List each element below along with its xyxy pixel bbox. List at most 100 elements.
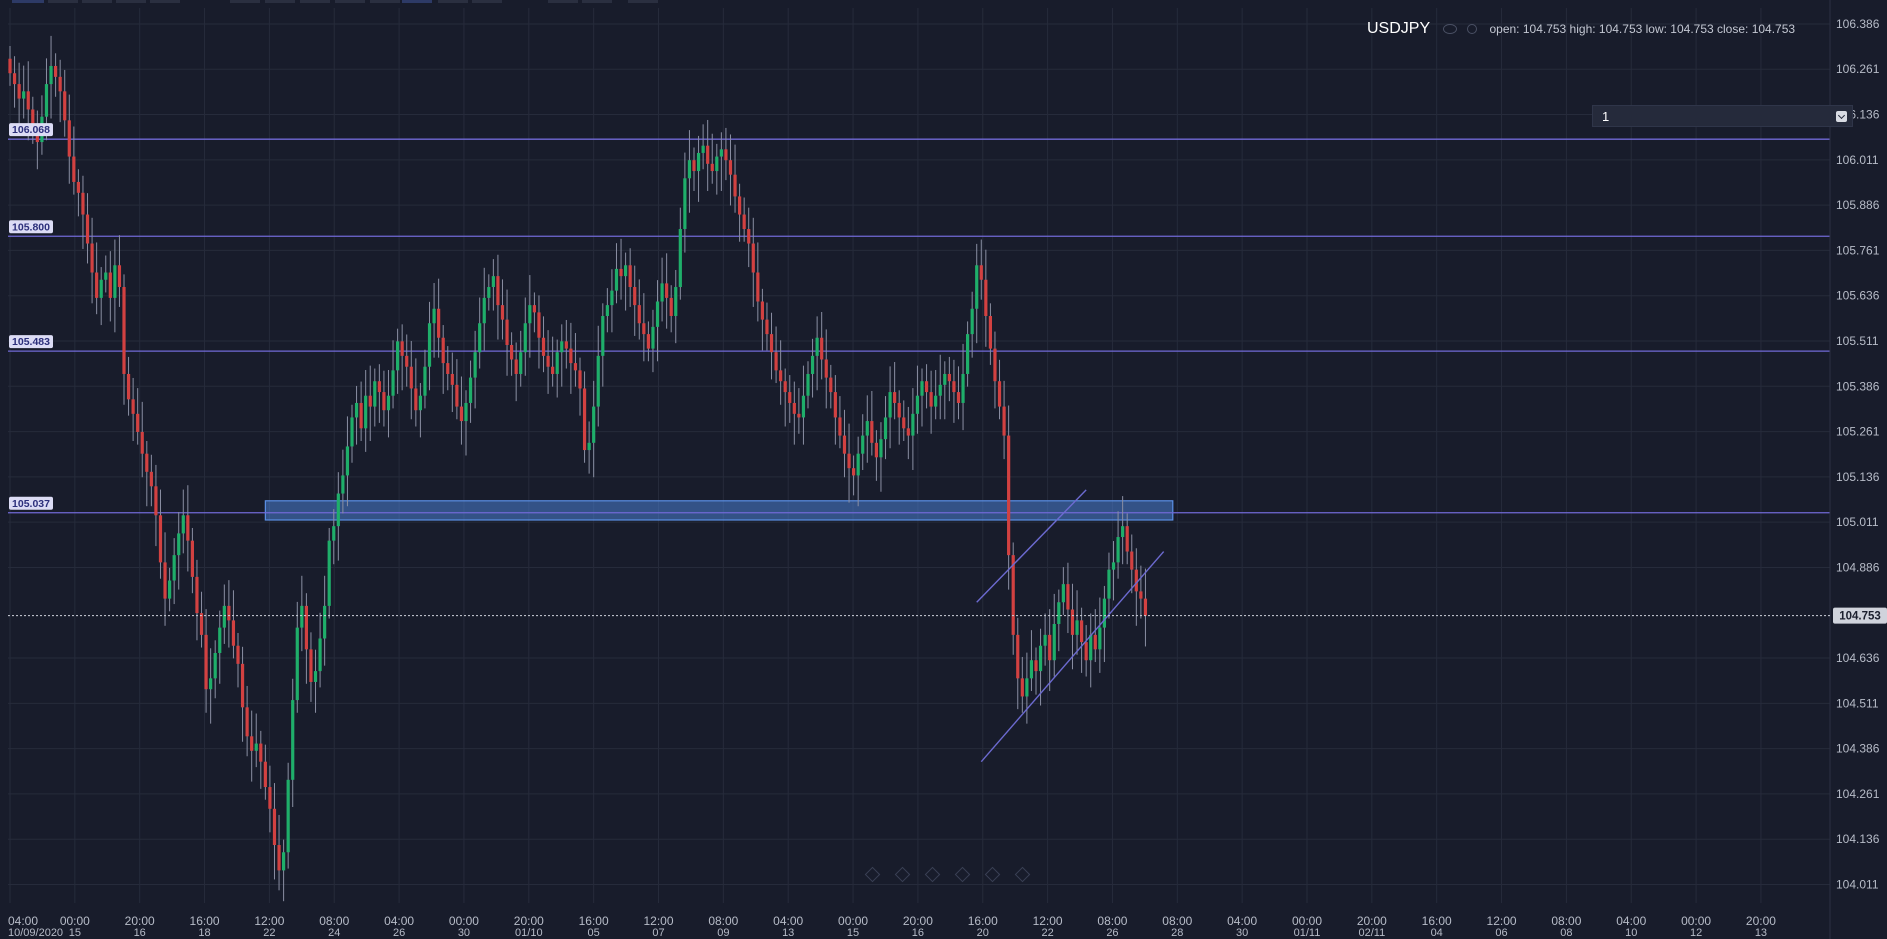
x-tick-date: 22	[1041, 927, 1053, 939]
x-tick-time: 04:00	[773, 914, 803, 928]
candle-body	[309, 649, 313, 682]
candle-body	[245, 707, 249, 737]
y-axis: 106.386106.261106.136106.011105.886105.7…	[1829, 0, 1880, 939]
candle-body	[1111, 562, 1116, 570]
candle-body	[423, 366, 427, 396]
current-price-bg	[1833, 607, 1887, 624]
candle-body	[915, 395, 920, 414]
candle-body	[756, 272, 760, 302]
trendline[interactable]	[980, 551, 1165, 763]
candle-body	[687, 160, 692, 179]
toolbar-tab[interactable]	[370, 0, 400, 3]
candle-body	[154, 486, 158, 516]
candle-body	[1043, 634, 1047, 646]
candle-body	[400, 341, 404, 356]
toolbar-tab[interactable]	[150, 0, 180, 3]
candle-body	[149, 471, 153, 487]
candle-body	[222, 605, 226, 628]
candle-body	[12, 73, 17, 85]
ohlc-readout: open: 104.753 high: 104.753 low: 104.753…	[1489, 22, 1796, 36]
eye-icon[interactable]	[1442, 24, 1457, 34]
y-tick-label: 105.886	[1836, 198, 1880, 212]
interval-select[interactable]: 1	[1592, 105, 1853, 127]
toolbar-tab[interactable]	[548, 0, 578, 3]
candle-body	[76, 181, 80, 193]
y-tick-label: 104.011	[1836, 878, 1879, 892]
settings-dot-icon[interactable]	[1467, 24, 1478, 34]
level-label: 105.037	[12, 498, 50, 510]
toolbar-tab[interactable]	[48, 0, 78, 3]
x-tick-date: 04	[1431, 927, 1443, 939]
x-tick-date: 30	[458, 927, 470, 939]
toolbar-tab[interactable]	[335, 0, 365, 3]
arrow-left-icon[interactable]	[864, 866, 881, 883]
candle-body	[1084, 642, 1088, 661]
candle-body	[272, 808, 277, 846]
toolbar-tab[interactable]	[230, 0, 260, 3]
candle-body	[870, 421, 874, 443]
candle-body	[136, 413, 140, 432]
candle-body	[706, 145, 710, 164]
candle-body	[382, 392, 386, 411]
x-tick-time: 16:00	[190, 914, 220, 928]
candle-body	[63, 91, 67, 121]
candle-body	[984, 279, 988, 316]
candle-body	[724, 149, 728, 161]
candle-body	[993, 348, 997, 382]
reset-icon[interactable]	[954, 866, 971, 883]
candle-body	[491, 276, 495, 288]
x-tick-date: 28	[1171, 927, 1183, 939]
candle-body	[459, 406, 464, 422]
candle-body	[213, 652, 217, 679]
candle-body	[1007, 435, 1011, 556]
toolbar-tab[interactable]	[82, 0, 112, 3]
candle-body	[1075, 620, 1079, 635]
candle-body	[546, 355, 550, 367]
x-tick-time: 00:00	[1292, 914, 1322, 928]
candle-body	[551, 366, 555, 374]
candle-body	[236, 645, 240, 664]
candle-body	[17, 84, 21, 99]
candle-body	[304, 605, 308, 650]
toolbar-tab[interactable]	[628, 0, 658, 3]
x-tick-date: 15	[69, 927, 81, 939]
candle-body	[774, 352, 778, 371]
trendline[interactable]	[976, 489, 1087, 603]
x-tick-date: 12	[1690, 927, 1702, 939]
refresh-icon[interactable]	[984, 866, 1001, 883]
y-tick-label: 105.011	[1836, 515, 1879, 529]
candle-body	[181, 515, 185, 534]
toolbar-tab[interactable]	[265, 0, 295, 3]
toolbar-tab[interactable]	[582, 0, 612, 3]
drawing-toolbox	[862, 866, 1032, 884]
toolbar-tab[interactable]	[402, 0, 432, 3]
chevron-down-icon[interactable]	[1836, 111, 1847, 122]
toolbar-tab[interactable]	[12, 0, 44, 3]
y-tick-label: 106.011	[1836, 153, 1879, 167]
candle-body	[924, 381, 929, 393]
zoom-out-icon[interactable]	[924, 866, 941, 883]
toolbar-tab[interactable]	[300, 0, 330, 3]
candle-body	[72, 156, 76, 182]
candle-body	[396, 341, 400, 371]
candle-body	[368, 395, 372, 407]
arrow-right-icon[interactable]	[1014, 866, 1031, 883]
x-tick-time: 00:00	[60, 914, 90, 928]
candle-body	[510, 344, 514, 360]
candle-body	[163, 562, 167, 599]
candle-body	[1048, 634, 1052, 661]
zoom-in-icon[interactable]	[894, 866, 911, 883]
toolbar-tab[interactable]	[438, 0, 468, 3]
toolbar-tab[interactable]	[116, 0, 146, 3]
candle-body	[829, 377, 833, 393]
candle-body	[888, 392, 892, 418]
zone-rectangle[interactable]	[264, 500, 1174, 521]
toolbar-tab[interactable]	[472, 0, 502, 3]
level-label: 105.800	[12, 221, 50, 233]
candle-body	[1130, 551, 1134, 570]
candle-body	[742, 214, 746, 230]
x-tick-time: 20:00	[125, 914, 155, 928]
candle-body	[482, 297, 486, 324]
candle-body	[879, 439, 883, 458]
